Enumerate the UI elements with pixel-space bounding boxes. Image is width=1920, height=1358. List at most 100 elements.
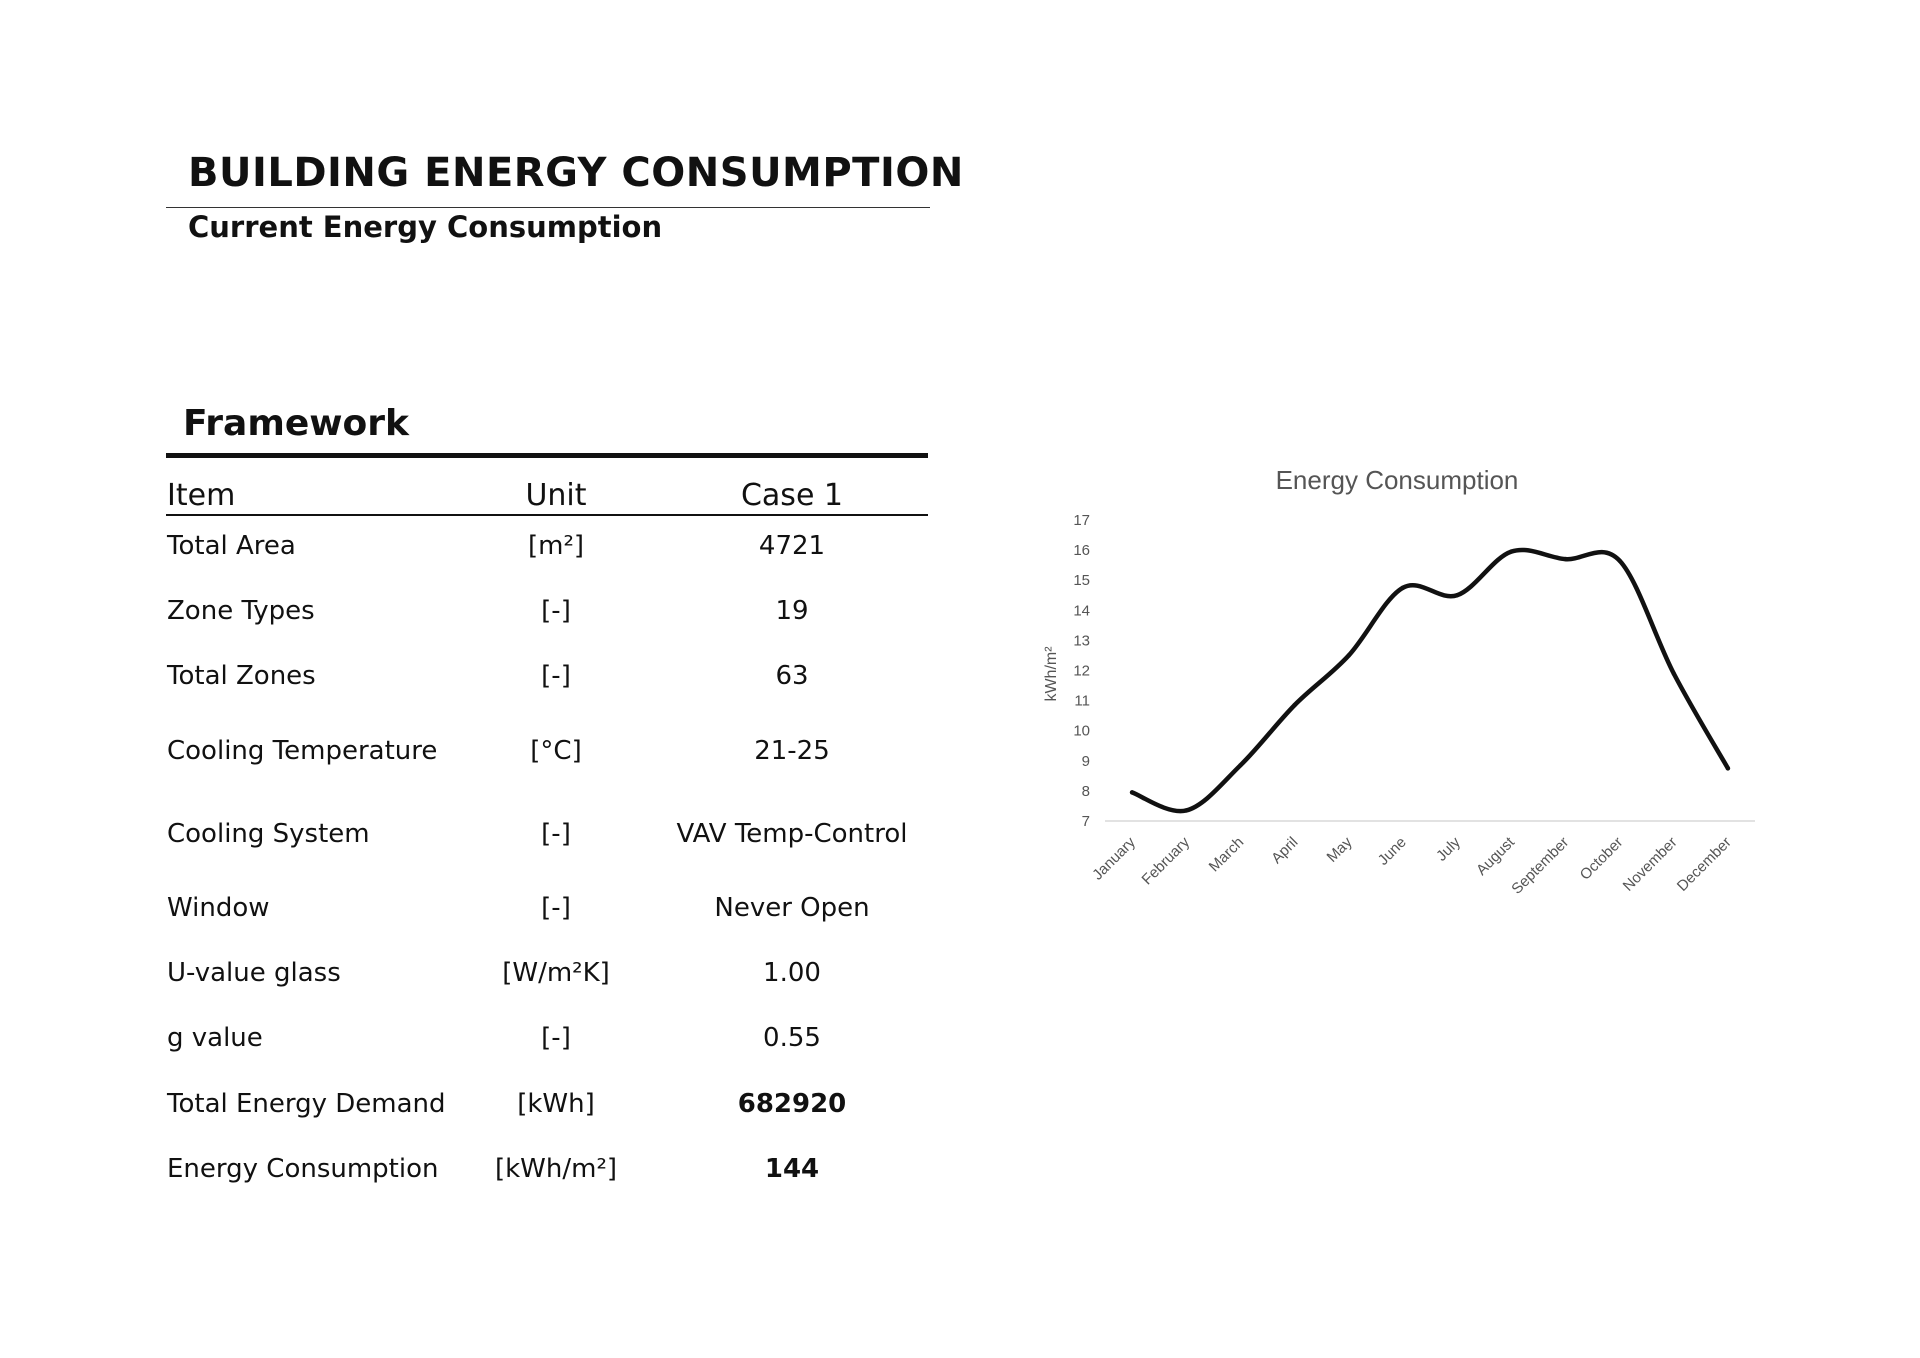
y-tick-label: 17 — [1073, 512, 1090, 529]
data-point — [1671, 671, 1676, 676]
table-row: U-value glass [W/m²K] 1.00 — [166, 953, 928, 993]
row-value: 21-25 — [754, 736, 830, 766]
y-tick-label: 14 — [1073, 602, 1090, 619]
chart-y-axis-label: kWh/m² — [1043, 646, 1060, 702]
row-value-cell: 1.00 — [763, 953, 850, 993]
row-value: 63 — [775, 661, 809, 691]
series-line — [1129, 547, 1731, 814]
row-unit-cell: [-] — [541, 656, 586, 696]
row-item: Total Energy Demand — [167, 1089, 446, 1119]
row-unit: [W/m²K] — [502, 958, 610, 988]
row-item: Total Area — [167, 531, 296, 561]
column-header-unit: Unit — [525, 478, 587, 513]
row-unit-cell: [-] — [541, 814, 586, 854]
row-value-cell: 682920 — [738, 1084, 901, 1124]
row-value-cell: 0.55 — [763, 1018, 850, 1058]
row-item: Energy Consumption — [167, 1154, 439, 1184]
table-header: Item Unit Case 1 — [166, 478, 928, 516]
data-point — [1238, 763, 1243, 768]
x-tick-label: August — [1473, 833, 1519, 879]
page-title: BUILDING ENERGY CONSUMPTION — [188, 150, 964, 196]
row-unit: [-] — [541, 661, 571, 691]
table-row: Total Area [m²] 4721 — [166, 526, 928, 566]
row-unit: [kWh] — [517, 1089, 595, 1119]
x-tick-label: May — [1324, 833, 1356, 865]
row-unit-cell: [-] — [541, 591, 586, 631]
row-value-cell: 144 — [765, 1149, 846, 1189]
title-divider — [166, 207, 930, 208]
energy-chart-svg: Energy Consumption kWh/m² 7 8 9 10 11 12 13 14 15 1… — [1043, 465, 1755, 898]
row-unit: [kWh/m²] — [494, 1154, 618, 1184]
row-item: g value — [167, 1023, 263, 1053]
table-row: Cooling System [-] VAV Temp-Control — [166, 814, 928, 854]
row-value: 0.55 — [763, 1023, 821, 1053]
y-tick-label: 13 — [1073, 632, 1090, 649]
y-tick-label: 15 — [1073, 572, 1090, 589]
row-unit: [-] — [541, 893, 571, 923]
row-unit-cell: [W/m²K] — [502, 953, 664, 993]
table-row: Total Zones [-] 63 — [166, 656, 928, 696]
row-unit: [-] — [541, 596, 571, 626]
row-value: 4721 — [758, 531, 826, 561]
framework-heading: Framework — [183, 403, 409, 444]
y-tick-label: 10 — [1073, 723, 1090, 740]
x-tick-label: September — [1508, 834, 1572, 898]
row-value: VAV Temp-Control — [676, 819, 908, 849]
y-tick-label: 7 — [1082, 813, 1090, 830]
row-item: Window — [167, 893, 270, 923]
data-point — [1292, 702, 1297, 708]
energy-chart: Energy Consumption kWh/m² 7 8 9 10 11 12 13 14 15 1… — [1020, 455, 1780, 945]
row-value-cell: 63 — [775, 656, 825, 696]
row-item: Zone Types — [167, 596, 315, 626]
x-tick-label: January — [1089, 833, 1139, 883]
row-unit: [-] — [541, 819, 571, 849]
x-tick-label: July — [1433, 833, 1464, 864]
data-point — [1129, 790, 1135, 795]
row-unit-cell: [°C] — [530, 731, 607, 771]
chart-title: Energy Consumption — [1276, 465, 1519, 495]
x-tick-label: February — [1139, 833, 1194, 888]
y-tick-label: 12 — [1073, 663, 1090, 680]
data-point — [1184, 808, 1189, 813]
table-row: Total Energy Demand [kWh] 682920 — [166, 1084, 928, 1124]
x-tick-label: March — [1206, 834, 1247, 875]
row-item: Total Zones — [167, 661, 316, 691]
data-point — [1400, 585, 1406, 590]
page-subtitle: Current Energy Consumption — [188, 210, 663, 244]
y-tick-label: 9 — [1082, 753, 1090, 770]
row-unit-cell: [m²] — [528, 526, 612, 566]
y-tick-label: 11 — [1074, 693, 1090, 710]
row-value-cell: 4721 — [759, 526, 858, 566]
row-item: Cooling System — [167, 819, 370, 849]
row-item: Cooling Temperature — [167, 736, 438, 766]
y-tick-label: 8 — [1082, 783, 1090, 800]
table-row: Energy Consumption [kWh/m²] 144 — [166, 1149, 928, 1189]
x-tick-label: April — [1268, 834, 1301, 867]
row-unit-cell: [kWh] — [517, 1084, 634, 1124]
row-value-cell: 21-25 — [754, 731, 868, 771]
table-row: Cooling Temperature [°C] 21-25 — [166, 731, 928, 771]
row-value: Never Open — [714, 893, 870, 923]
row-unit-cell: [-] — [541, 1018, 586, 1058]
row-value: 144 — [764, 1154, 820, 1184]
y-tick-label: 16 — [1073, 542, 1090, 559]
framework-table: Item Unit Case 1 Total Area [m²] 4721 Zone … — [166, 478, 928, 1184]
framework-divider — [166, 453, 928, 458]
row-unit: [°C] — [530, 736, 582, 766]
x-tick-label: June — [1375, 834, 1410, 869]
row-value: 19 — [775, 596, 809, 626]
row-value: 682920 — [737, 1089, 847, 1119]
data-point — [1725, 766, 1731, 771]
table-row: g value [-] 0.55 — [166, 1018, 928, 1058]
row-value-cell: VAV Temp-Control — [677, 814, 1023, 854]
data-point — [1346, 653, 1351, 658]
table-row: Window [-] Never Open — [166, 888, 928, 928]
row-value-cell: Never Open — [714, 888, 947, 928]
x-tick-label: December — [1674, 834, 1735, 895]
x-tick-label: October — [1577, 834, 1627, 884]
row-unit: [m²] — [527, 531, 585, 561]
row-unit: [-] — [541, 1023, 571, 1053]
column-header-case: Case 1 — [740, 478, 844, 513]
table-row: Zone Types [-] 19 — [166, 591, 928, 631]
row-value-cell: 19 — [775, 591, 825, 631]
